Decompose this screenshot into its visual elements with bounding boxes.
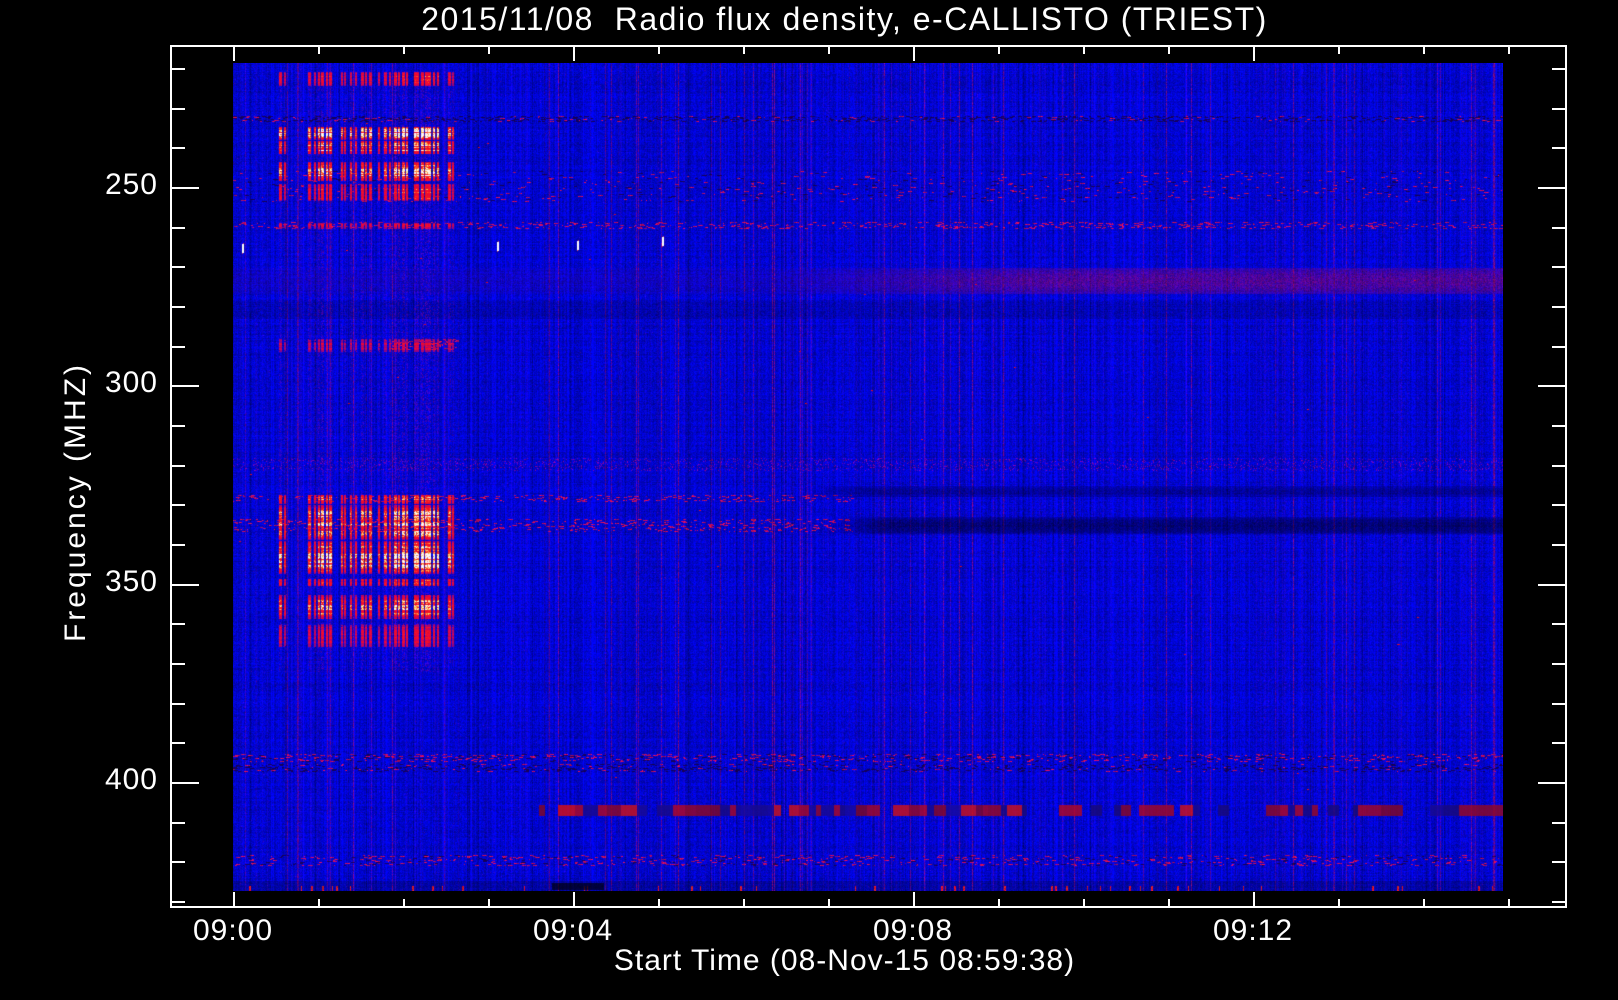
tick-mark	[233, 47, 235, 61]
tick-mark	[172, 504, 185, 506]
tick-mark	[1083, 47, 1085, 54]
y-tick-label: 250	[104, 168, 158, 201]
tick-mark	[172, 266, 185, 268]
y-tick-label: 300	[104, 366, 158, 399]
tick-mark	[172, 623, 185, 625]
tick-mark	[573, 47, 575, 61]
tick-mark	[1508, 47, 1510, 54]
tick-mark	[172, 584, 199, 586]
tick-mark	[1083, 899, 1085, 906]
tick-mark	[172, 147, 185, 149]
tick-mark	[1552, 822, 1565, 824]
y-tick-label: 350	[104, 565, 158, 598]
y-tick-label: 400	[104, 763, 158, 796]
tick-mark	[658, 47, 660, 54]
x-tick-label: 09:12	[1212, 914, 1294, 947]
tick-mark	[172, 187, 199, 189]
tick-mark	[658, 899, 660, 906]
tick-mark	[172, 465, 185, 467]
tick-mark	[172, 227, 185, 229]
tick-mark	[1338, 47, 1340, 54]
tick-mark	[1253, 892, 1255, 906]
tick-mark	[172, 68, 185, 70]
tick-mark	[828, 899, 830, 906]
tick-mark	[1423, 899, 1425, 906]
tick-mark	[1552, 425, 1565, 427]
tick-mark	[1552, 703, 1565, 705]
tick-mark	[1538, 385, 1565, 387]
tick-mark	[318, 899, 320, 906]
tick-mark	[828, 47, 830, 54]
tick-mark	[1552, 108, 1565, 110]
tick-mark	[172, 544, 185, 546]
tick-mark	[172, 901, 185, 903]
tick-mark	[1552, 742, 1565, 744]
tick-mark	[1552, 147, 1565, 149]
y-axis-title: Frequency (MHZ)	[59, 361, 92, 643]
tick-mark	[488, 899, 490, 906]
tick-mark	[172, 385, 199, 387]
plot-frame	[170, 45, 1567, 908]
x-tick-label: 09:00	[192, 914, 274, 947]
tick-mark	[403, 899, 405, 906]
tick-mark	[172, 703, 185, 705]
tick-mark	[488, 47, 490, 54]
tick-mark	[1552, 68, 1565, 70]
tick-mark	[172, 822, 185, 824]
tick-mark	[172, 425, 185, 427]
tick-mark	[1552, 227, 1565, 229]
tick-mark	[998, 47, 1000, 54]
tick-mark	[233, 892, 235, 906]
tick-mark	[403, 47, 405, 54]
tick-mark	[1423, 47, 1425, 54]
tick-mark	[913, 47, 915, 61]
tick-mark	[743, 899, 745, 906]
tick-mark	[743, 47, 745, 54]
tick-mark	[172, 108, 185, 110]
tick-mark	[1552, 306, 1565, 308]
chart-title: 2015/11/08 Radio flux density, e-CALLIST…	[421, 1, 1268, 37]
tick-mark	[172, 861, 185, 863]
tick-mark	[1552, 623, 1565, 625]
x-tick-label: 09:04	[532, 914, 614, 947]
tick-mark	[1538, 584, 1565, 586]
tick-mark	[1552, 861, 1565, 863]
tick-mark	[172, 663, 185, 665]
tick-mark	[1338, 899, 1340, 906]
tick-mark	[1253, 47, 1255, 61]
tick-mark	[913, 892, 915, 906]
x-axis-title: Start Time (08-Nov-15 08:59:38)	[613, 944, 1076, 977]
spectrogram-canvas	[233, 63, 1503, 891]
tick-mark	[172, 742, 185, 744]
tick-mark	[1552, 504, 1565, 506]
tick-mark	[172, 346, 185, 348]
tick-mark	[1552, 266, 1565, 268]
tick-mark	[318, 47, 320, 54]
x-tick-label: 09:08	[872, 914, 954, 947]
tick-mark	[573, 892, 575, 906]
tick-mark	[1552, 901, 1565, 903]
tick-mark	[1538, 782, 1565, 784]
tick-mark	[1538, 187, 1565, 189]
tick-mark	[1552, 544, 1565, 546]
tick-mark	[1508, 899, 1510, 906]
tick-mark	[172, 782, 199, 784]
tick-mark	[998, 899, 1000, 906]
tick-mark	[1168, 47, 1170, 54]
tick-mark	[1552, 465, 1565, 467]
tick-mark	[1168, 899, 1170, 906]
tick-mark	[1552, 663, 1565, 665]
tick-mark	[1552, 346, 1565, 348]
tick-mark	[172, 306, 185, 308]
